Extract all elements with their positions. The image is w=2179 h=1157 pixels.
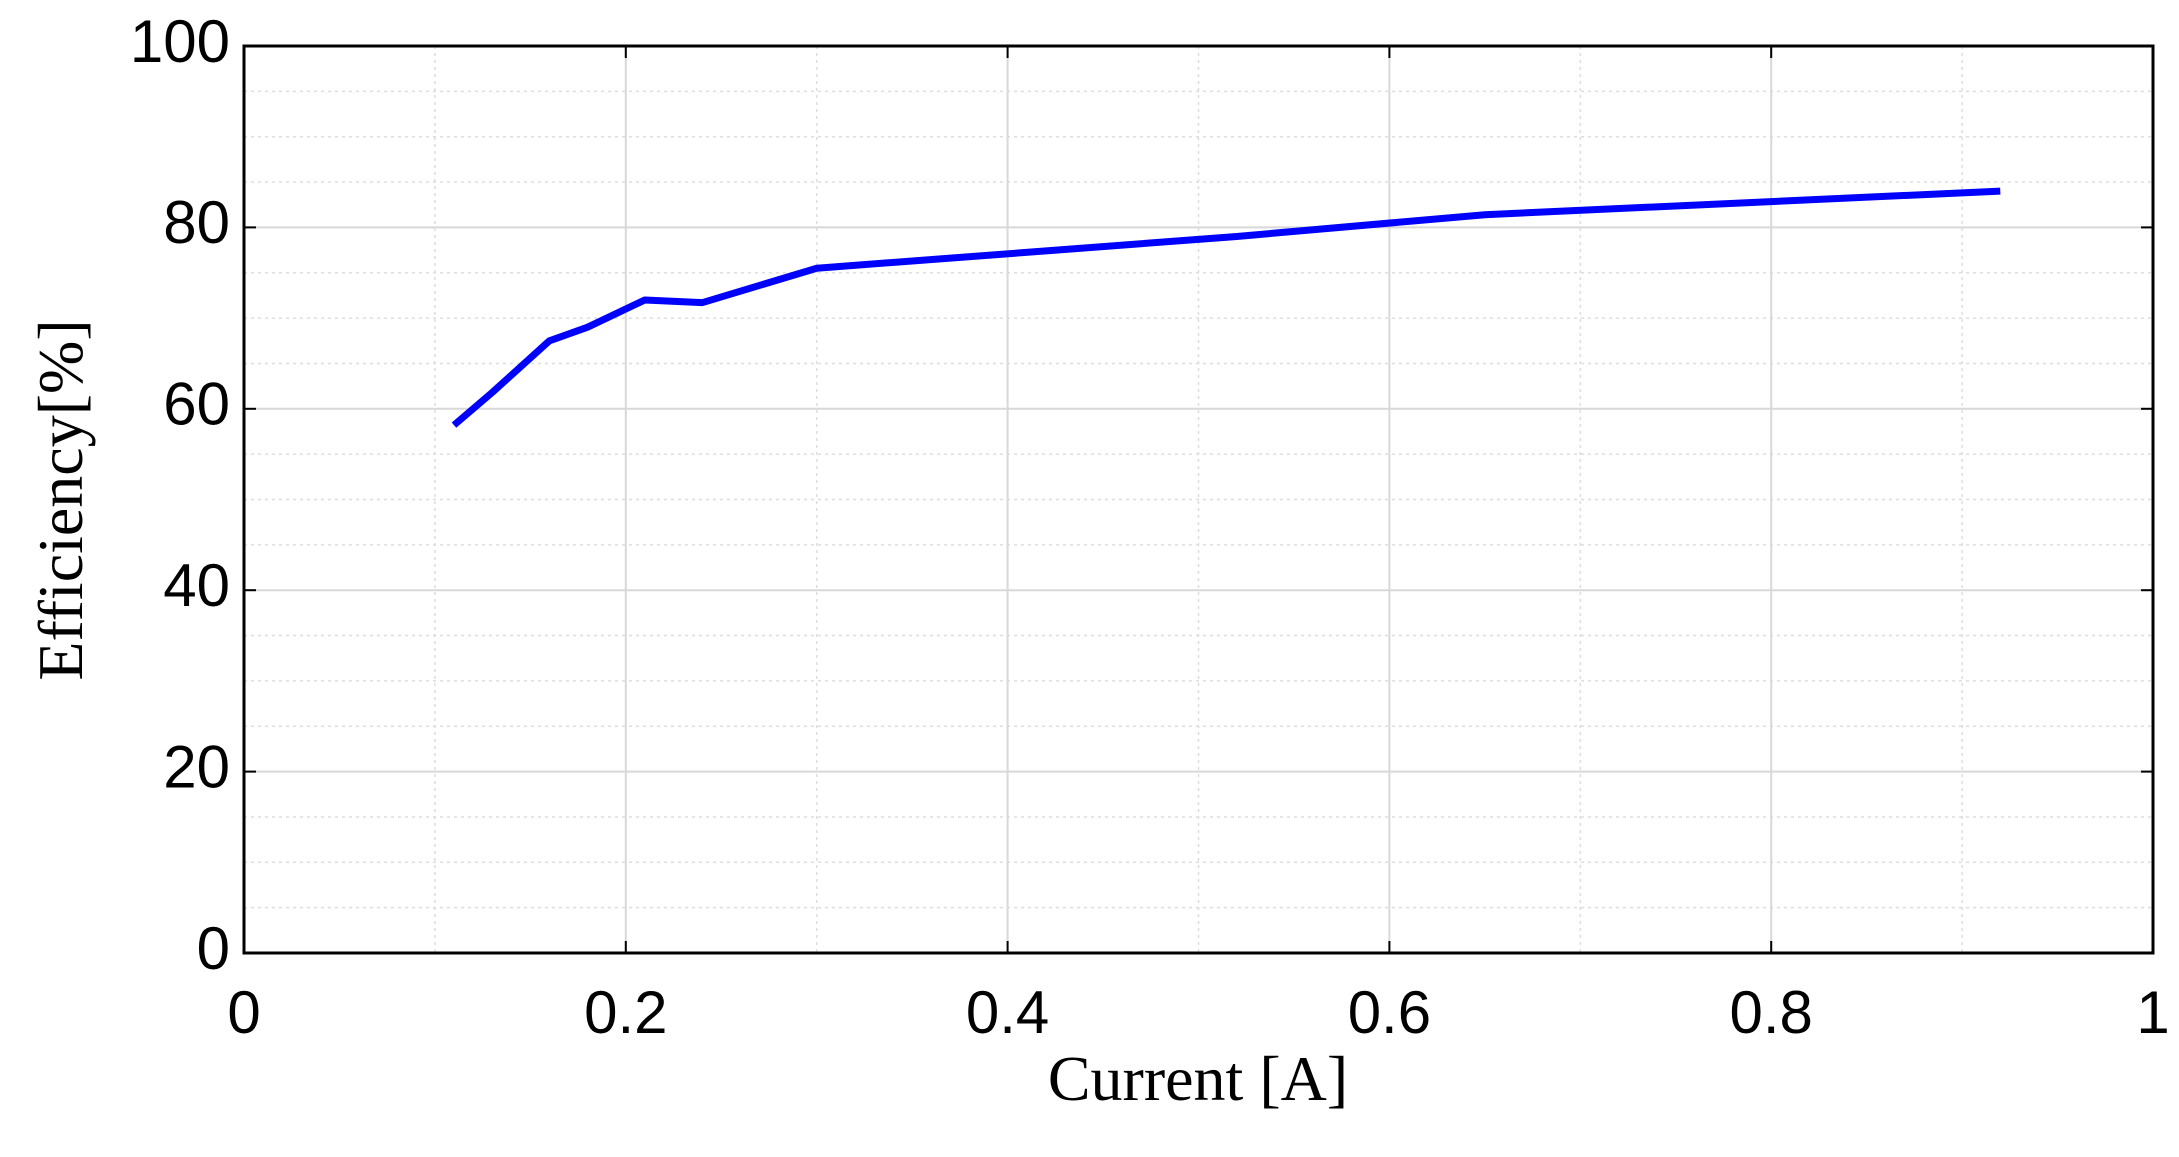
y-tick-label: 0 [197, 915, 230, 982]
y-axis-title: Efficiency[%] [25, 319, 96, 680]
x-tick-label: 0.8 [1729, 979, 1812, 1046]
y-tick-label: 80 [163, 189, 230, 256]
data-line [451, 187, 2001, 428]
y-tick-label: 100 [130, 8, 230, 75]
plot-frame [242, 44, 2155, 955]
x-tick-label: 0 [227, 979, 260, 1046]
y-tick-label: 20 [163, 733, 230, 800]
y-tick-label: 40 [163, 552, 230, 619]
x-tick-label: 0.4 [966, 979, 1049, 1046]
x-axis-title: Current [A] [1048, 1043, 1348, 1114]
y-tick-label: 60 [163, 371, 230, 438]
x-tick-label: 1 [2136, 979, 2169, 1046]
x-tick-label: 0.2 [584, 979, 667, 1046]
x-tick-label: 0.6 [1348, 979, 1431, 1046]
